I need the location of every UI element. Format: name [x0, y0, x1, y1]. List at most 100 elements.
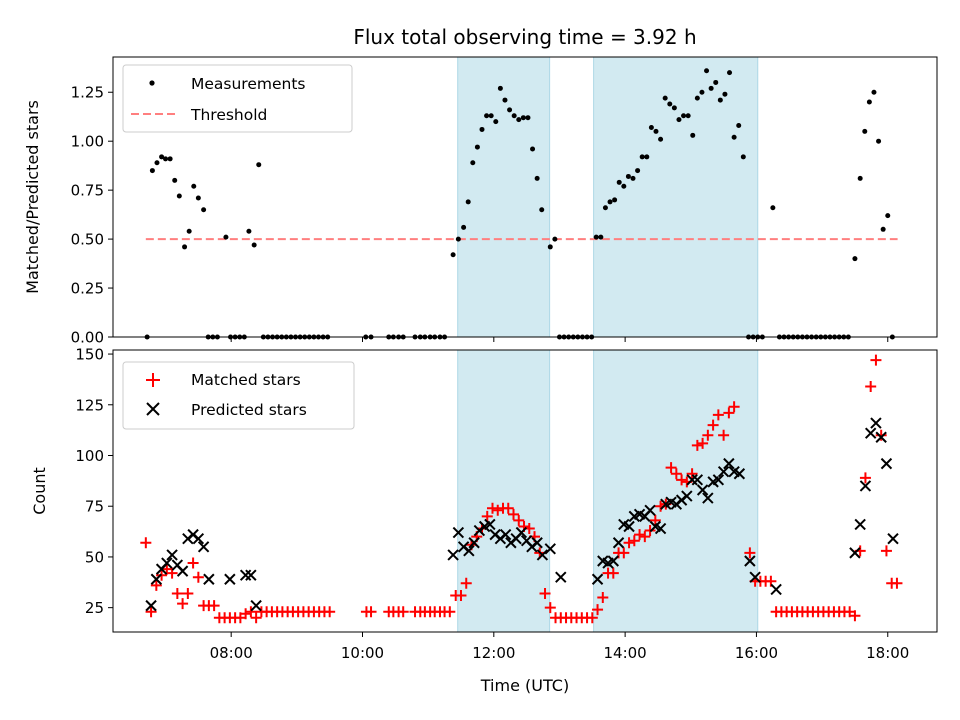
- bottom-axes-frame: [112, 349, 938, 633]
- measurement-point: [607, 199, 613, 205]
- predicted-stars-points: [145, 417, 899, 612]
- matched-star-point: [502, 502, 514, 514]
- measurement-point: [616, 179, 622, 185]
- bottom-y-ticks: 25 50 75 100 125 150: [75, 346, 113, 617]
- top-x-ticks: [230, 337, 889, 342]
- threshold-legend-label: Threshold: [190, 106, 267, 124]
- matched-star-point: [192, 571, 204, 583]
- x-tick-label: 08:00: [210, 644, 253, 662]
- predicted-star-point: [696, 484, 709, 496]
- predicted-star-point: [452, 526, 465, 539]
- y-tick-label: 0.75: [71, 182, 104, 200]
- measurement-point: [246, 228, 252, 234]
- y-tick-label: 50: [85, 548, 104, 566]
- measurement-point: [676, 117, 682, 123]
- measurement-point: [862, 128, 868, 134]
- predicted-star-point: [691, 474, 704, 486]
- top-legend-box: [122, 64, 353, 133]
- measurement-point: [159, 154, 165, 160]
- matched-star-point: [676, 474, 688, 486]
- measurement-point: [880, 226, 886, 232]
- matched-star-point: [513, 514, 525, 526]
- measurement-point: [470, 160, 476, 166]
- measurement-point: [547, 244, 553, 250]
- matched-star-point: [849, 610, 861, 622]
- y-tick-label: 150: [75, 346, 104, 364]
- y-tick-label: 1.25: [71, 84, 104, 102]
- measurement-point: [708, 85, 714, 91]
- predicted-star-point: [463, 545, 475, 557]
- predicted-star-point: [224, 573, 236, 585]
- matched-star-point: [208, 600, 220, 612]
- matched-star-point: [865, 381, 877, 393]
- measurement-point: [507, 107, 513, 113]
- matched-star-point: [150, 579, 162, 591]
- measurement-point: [625, 173, 631, 179]
- predicted-star-point: [723, 457, 735, 470]
- measurement-point: [704, 68, 710, 74]
- predicted-star-point: [770, 583, 782, 596]
- predicted-star-point: [864, 427, 877, 439]
- matched-star-point: [460, 577, 472, 589]
- matched-star-point: [665, 462, 677, 474]
- matched-star-point: [697, 437, 709, 449]
- chart-title: Flux total observing time = 3.92 h: [353, 25, 696, 49]
- predicted-star-point: [536, 549, 549, 561]
- predicted-star-point: [250, 599, 262, 612]
- measurement-point: [493, 119, 499, 125]
- predicted-star-point: [197, 541, 210, 553]
- measurement-point: [713, 79, 719, 85]
- predicted-star-point: [203, 573, 215, 585]
- predicted-star-point: [887, 532, 899, 545]
- matched-star-point: [639, 531, 651, 543]
- measurement-point: [852, 256, 858, 262]
- measurement-point: [191, 183, 197, 189]
- measurements-legend-marker: [149, 80, 155, 86]
- measurement-point: [195, 195, 201, 201]
- measurement-point: [871, 89, 877, 95]
- bottom-legend: Matched stars Predicted stars: [122, 361, 355, 430]
- top-legend: Measurements Threshold: [122, 64, 353, 133]
- measurement-point: [671, 105, 677, 111]
- matched-star-point: [397, 606, 409, 618]
- matched-star-point: [544, 602, 556, 614]
- matched-star-point: [718, 429, 730, 441]
- predicted-star-point: [644, 504, 656, 516]
- matched-star-point: [508, 508, 520, 520]
- matched-star-point: [324, 606, 336, 618]
- predicted-star-point: [623, 520, 635, 533]
- matched-star-point: [250, 612, 262, 624]
- measurement-point: [644, 154, 650, 160]
- y-tick-label: 125: [75, 396, 104, 414]
- measurement-point: [516, 117, 522, 123]
- measurement-point: [461, 224, 467, 230]
- predicted-star-point: [854, 518, 866, 531]
- matched-star-point: [880, 545, 892, 557]
- matched-star-point: [623, 537, 635, 549]
- predicted-star-point: [161, 557, 173, 569]
- predicted-star-point: [744, 555, 756, 567]
- predicted-star-point: [150, 573, 163, 585]
- measurement-point: [520, 115, 526, 121]
- measurement-point: [511, 113, 517, 119]
- predicted-star-point: [468, 537, 480, 549]
- matched-stars-points: [140, 354, 903, 624]
- measurement-point: [621, 183, 627, 189]
- measurement-point: [182, 244, 188, 250]
- y-tick-label: 75: [85, 498, 104, 516]
- bottom-x-ticks: 08:00 10:00 12:00 14:00 16:00 18:00: [210, 632, 909, 662]
- measurement-point: [639, 154, 645, 160]
- predicted-star-point: [544, 543, 556, 555]
- measurement-point: [154, 160, 160, 166]
- matched-star-point: [875, 429, 887, 441]
- predicted-star-point: [607, 555, 620, 567]
- top-y-axis-label: Matched/Predicted stars: [23, 100, 42, 294]
- measurement-point: [176, 193, 182, 199]
- x-tick-label: 18:00: [866, 644, 909, 662]
- matched-star-point: [187, 557, 199, 569]
- measurement-point: [251, 242, 257, 248]
- matched-star-point: [859, 472, 871, 484]
- matched-star-point: [592, 604, 604, 616]
- predicted-star-point: [555, 571, 567, 583]
- measurement-point: [488, 113, 494, 119]
